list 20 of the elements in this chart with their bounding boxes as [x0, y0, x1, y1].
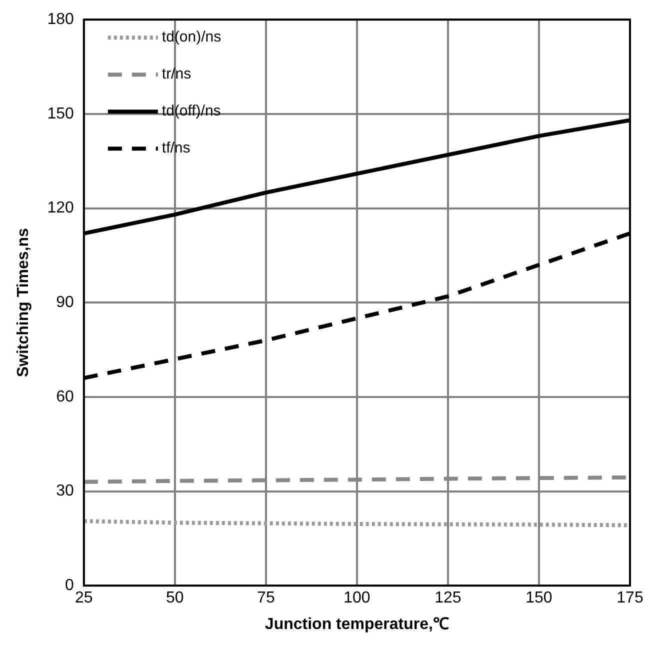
legend-label: td(on)/ns	[162, 28, 222, 46]
legend-label: tr/ns	[162, 66, 192, 83]
y-tick-label: 30	[56, 482, 74, 500]
x-tick-label: 50	[166, 590, 184, 607]
y-tick-label: 180	[47, 11, 74, 28]
y-tick-label: 0	[64, 577, 74, 594]
x-tick-label: 125	[434, 590, 462, 607]
x-tick-label: 75	[257, 590, 275, 607]
x-tick-label: 175	[616, 590, 644, 607]
x-tick-label: 100	[344, 590, 370, 607]
x-tick-label: 150	[526, 590, 552, 607]
y-tick-label: 150	[47, 105, 74, 122]
x-axis-title: Junction temperature,℃	[264, 616, 449, 633]
legend-label: td(off)/ns	[162, 102, 221, 120]
y-tick-label: 60	[56, 388, 74, 406]
legend-label: tf/ns	[162, 140, 190, 157]
y-axis-title: Switching Times,ns	[15, 228, 32, 378]
x-tick-label: 25	[74, 590, 93, 607]
y-tick-label: 90	[56, 294, 74, 312]
y-tick-label: 120	[47, 200, 74, 217]
